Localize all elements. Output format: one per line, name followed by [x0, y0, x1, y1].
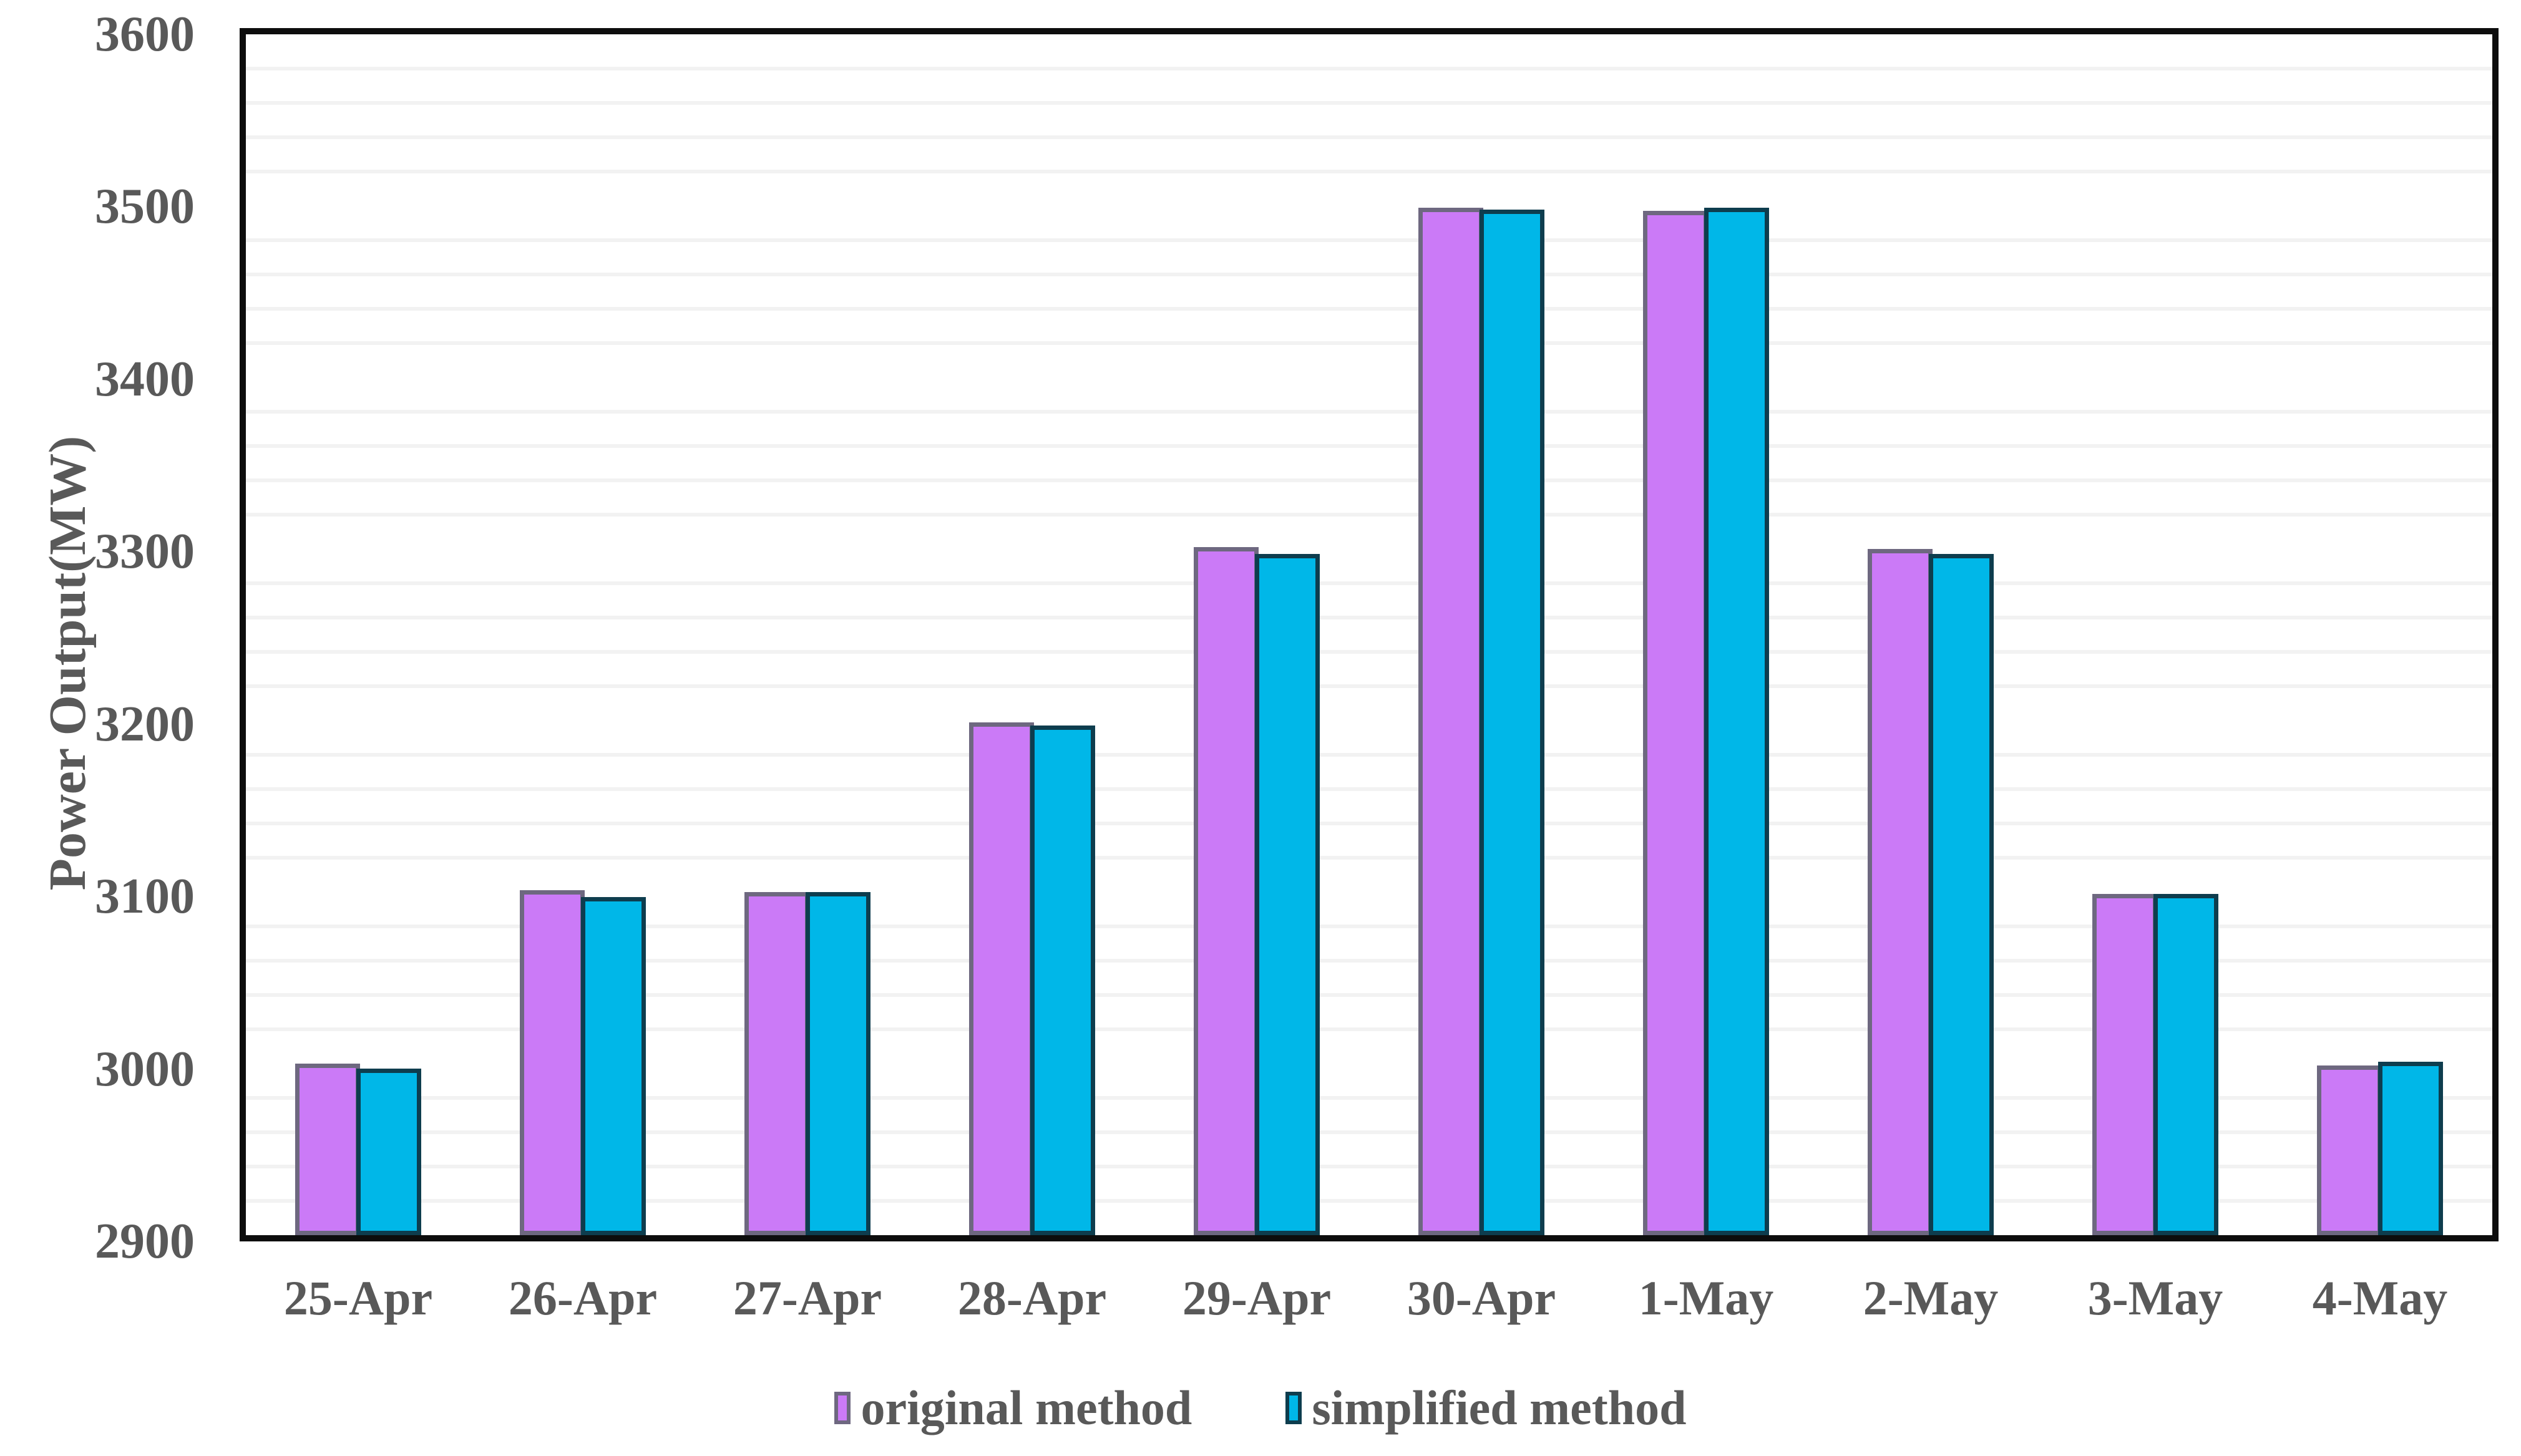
- legend-item-simplified: simplified method: [1285, 1381, 1687, 1435]
- category-4-May: [2268, 34, 2492, 1235]
- bar-simplified-30-Apr: [1480, 209, 1544, 1235]
- bar-simplified-2-May: [1929, 554, 1994, 1235]
- minor-gridline: [246, 856, 2492, 860]
- minor-gridline: [246, 616, 2492, 619]
- legend-item-original: original method: [834, 1384, 1192, 1432]
- minor-gridline: [246, 993, 2492, 997]
- bar-original-28-Apr: [969, 722, 1034, 1235]
- minor-gridline: [246, 341, 2492, 345]
- y-tick-label-3200: 3200: [95, 696, 195, 752]
- x-tick-label-25-Apr: 25-Apr: [283, 1271, 433, 1325]
- legend-label-simplified-method: simplified method: [1312, 1381, 1687, 1435]
- bar-original-4-May: [2317, 1065, 2382, 1235]
- minor-gridline: [246, 67, 2492, 70]
- x-tick-label-27-Apr: 27-Apr: [733, 1271, 882, 1325]
- y-tick-label-3100: 3100: [95, 869, 195, 925]
- y-tick-label-3600: 3600: [95, 7, 195, 62]
- bar-simplified-27-Apr: [806, 892, 870, 1235]
- minor-gridline: [246, 684, 2492, 688]
- category-25-Apr: [246, 34, 471, 1235]
- minor-gridline: [246, 307, 2492, 311]
- bar-original-1-May: [1643, 211, 1708, 1235]
- bar-simplified-25-Apr: [356, 1069, 421, 1235]
- bar-original-25-Apr: [295, 1064, 360, 1235]
- x-tick-label-3-May: 3-May: [2087, 1271, 2223, 1325]
- category-2-May: [1818, 34, 2043, 1235]
- y-tick-label-3500: 3500: [95, 179, 195, 235]
- category-30-Apr: [1369, 34, 1594, 1235]
- minor-gridline: [246, 753, 2492, 757]
- minor-gridline: [246, 1165, 2492, 1168]
- bar-simplified-4-May: [2378, 1062, 2443, 1235]
- minor-gridline: [246, 959, 2492, 963]
- minor-gridline: [246, 925, 2492, 928]
- x-tick-label-29-Apr: 29-Apr: [1182, 1271, 1332, 1325]
- minor-gridline: [246, 273, 2492, 276]
- minor-gridline: [246, 513, 2492, 517]
- minor-gridline: [246, 410, 2492, 414]
- minor-gridline: [246, 650, 2492, 654]
- x-tick-label-2-May: 2-May: [1863, 1271, 1999, 1325]
- y-tick-label-3400: 3400: [95, 351, 195, 407]
- y-tick-label-3300: 3300: [95, 524, 195, 580]
- legend: original method simplified method: [0, 1384, 2521, 1432]
- bar-simplified-29-Apr: [1255, 554, 1320, 1235]
- category-27-Apr: [695, 34, 920, 1235]
- bar-original-3-May: [2092, 893, 2157, 1235]
- minor-gridline: [246, 170, 2492, 173]
- bar-simplified-28-Apr: [1030, 726, 1095, 1235]
- minor-gridline: [246, 135, 2492, 139]
- y-tick-label-2900: 2900: [95, 1214, 195, 1269]
- x-tick-label-1-May: 1-May: [1638, 1271, 1774, 1325]
- minor-gridline: [246, 444, 2492, 448]
- bar-original-30-Apr: [1418, 207, 1483, 1235]
- x-tick-label-30-Apr: 30-Apr: [1407, 1271, 1556, 1325]
- x-tick-label-28-Apr: 28-Apr: [957, 1271, 1107, 1325]
- minor-gridline: [246, 238, 2492, 242]
- legend-swatch-original-method: [834, 1392, 851, 1424]
- category-3-May: [2043, 34, 2268, 1235]
- category-28-Apr: [920, 34, 1144, 1235]
- bar-original-2-May: [1868, 549, 1933, 1235]
- minor-gridline: [246, 822, 2492, 825]
- minor-gridline: [246, 478, 2492, 482]
- y-axis-title: Power Output(MW): [39, 435, 97, 891]
- bar-simplified-1-May: [1704, 207, 1769, 1235]
- bar-original-29-Apr: [1194, 547, 1259, 1235]
- minor-gridline: [246, 101, 2492, 105]
- bar-original-27-Apr: [744, 892, 809, 1235]
- minor-gridline: [246, 1130, 2492, 1134]
- x-tick-label-4-May: 4-May: [2312, 1271, 2448, 1325]
- minor-gridline: [246, 1199, 2492, 1203]
- legend-swatch-simplified-method: [1285, 1392, 1302, 1424]
- category-26-Apr: [471, 34, 695, 1235]
- minor-gridline: [246, 581, 2492, 585]
- bar-original-26-Apr: [520, 890, 585, 1235]
- bar-simplified-3-May: [2153, 893, 2218, 1235]
- minor-gridline: [246, 1096, 2492, 1100]
- minor-gridline: [246, 787, 2492, 791]
- legend-label-original-method: original method: [861, 1381, 1192, 1435]
- minor-gridline: [246, 1027, 2492, 1031]
- category-29-Apr: [1144, 34, 1369, 1235]
- y-tick-label-3000: 3000: [95, 1041, 195, 1097]
- x-tick-label-26-Apr: 26-Apr: [508, 1271, 658, 1325]
- plot-area: [240, 28, 2499, 1241]
- category-1-May: [1594, 34, 1818, 1235]
- bar-simplified-26-Apr: [581, 897, 646, 1235]
